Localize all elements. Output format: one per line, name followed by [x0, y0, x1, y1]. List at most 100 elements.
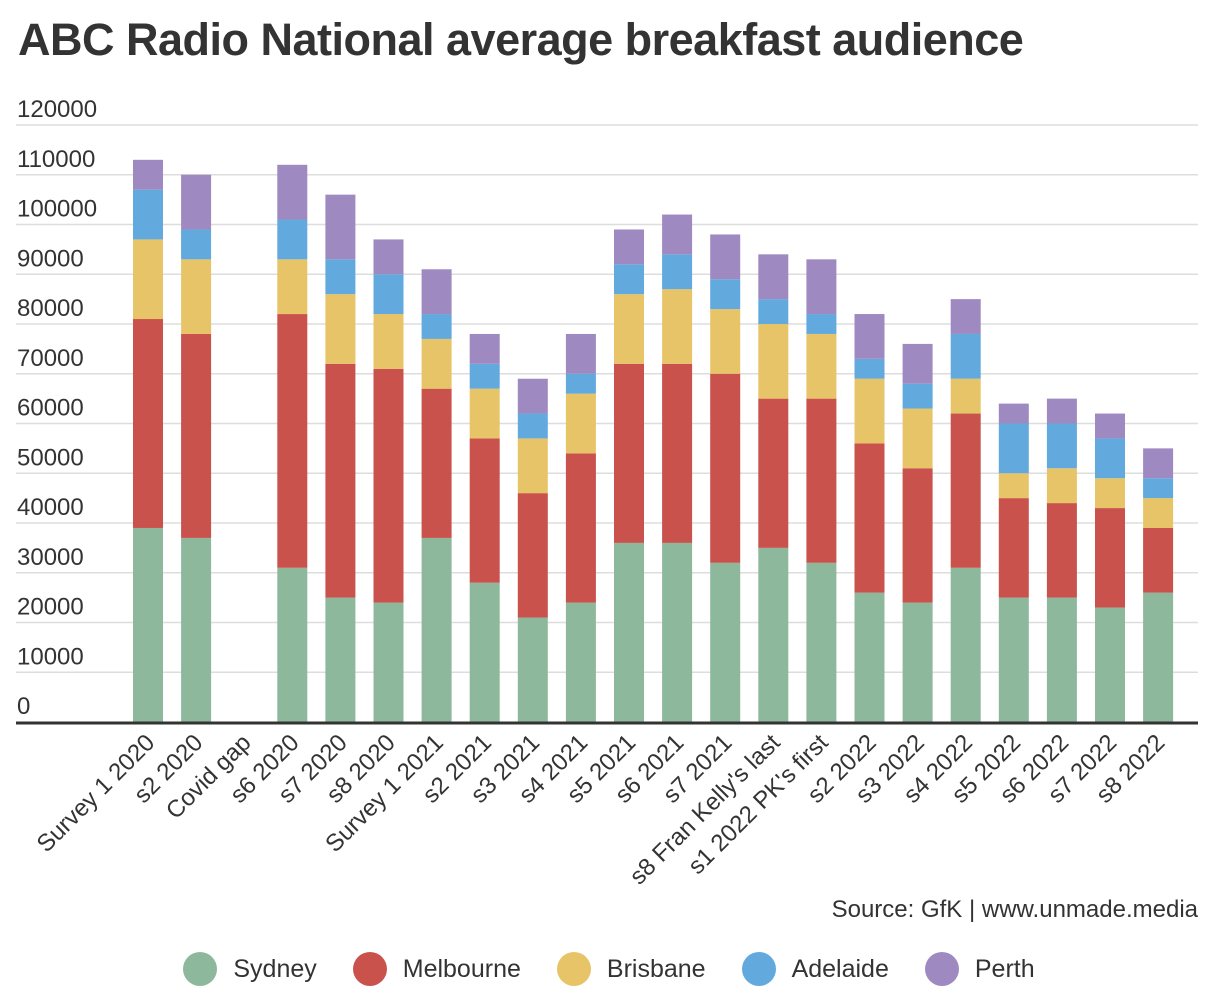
y-tick-label: 30000	[17, 544, 84, 571]
bar-melbourne-13	[758, 398, 789, 548]
bar-sydney-5	[373, 602, 404, 722]
bar-adelaide-21	[1143, 478, 1174, 499]
bar-sydney-19	[1046, 597, 1077, 722]
bar-melbourne-11	[662, 363, 693, 543]
bar-perth-11	[662, 214, 693, 255]
bar-adelaide-19	[1046, 423, 1077, 469]
bar-melbourne-18	[998, 498, 1029, 598]
bar-brisbane-6	[421, 338, 452, 389]
bar-melbourne-4	[325, 363, 356, 598]
bar-adelaide-13	[758, 299, 789, 324]
bar-perth-12	[710, 234, 741, 280]
bar-adelaide-20	[1095, 438, 1125, 479]
bar-perth-0	[133, 159, 163, 190]
bar-perth-19	[1046, 398, 1077, 424]
bar-brisbane-9	[565, 393, 596, 454]
bar-perth-14	[806, 259, 837, 315]
bar-sydney-1	[181, 537, 212, 722]
bar-melbourne-7	[469, 438, 500, 583]
bar-melbourne-5	[373, 368, 404, 603]
bar-sydney-12	[710, 562, 741, 722]
bar-melbourne-14	[806, 398, 837, 563]
bar-sydney-13	[758, 547, 789, 722]
y-tick-label: 100000	[17, 196, 97, 223]
bar-brisbane-1	[181, 259, 212, 334]
bar-brisbane-21	[1143, 498, 1174, 528]
bar-melbourne-20	[1095, 508, 1125, 608]
bar-sydney-18	[998, 597, 1029, 722]
legend-label: Adelaide	[791, 954, 889, 983]
legend-item-adelaide: Adelaide	[741, 952, 889, 986]
bar-sydney-17	[950, 567, 981, 722]
bar-adelaide-17	[950, 333, 981, 379]
legend-swatch	[924, 952, 959, 986]
bar-melbourne-9	[565, 453, 596, 603]
bar-brisbane-3	[277, 259, 308, 315]
bar-sydney-11	[662, 542, 693, 722]
y-tick-label: 40000	[17, 494, 84, 521]
bar-adelaide-6	[421, 314, 452, 339]
legend-item-sydney: Sydney	[183, 952, 317, 986]
bar-brisbane-8	[517, 438, 548, 494]
bar-perth-16	[902, 343, 933, 384]
bar-sydney-16	[902, 602, 933, 722]
bar-brisbane-16	[902, 408, 933, 469]
bar-perth-10	[614, 229, 644, 265]
y-tick-label: 80000	[17, 295, 84, 322]
bar-sydney-10	[614, 542, 644, 722]
legend: Sydney Melbourne Brisbane Adelaide Perth	[0, 952, 1218, 986]
y-tick-label: 50000	[17, 444, 84, 471]
bar-melbourne-8	[517, 493, 548, 618]
bar-melbourne-6	[421, 388, 452, 538]
bar-perth-8	[517, 378, 548, 414]
bar-perth-6	[421, 269, 452, 315]
legend-swatch	[741, 952, 776, 986]
bar-sydney-6	[421, 537, 452, 722]
bar-adelaide-7	[469, 363, 500, 389]
bar-brisbane-19	[1046, 468, 1077, 504]
bar-brisbane-7	[469, 388, 500, 439]
bar-brisbane-5	[373, 314, 404, 369]
bar-melbourne-3	[277, 314, 308, 568]
source-note: Source: GfK | www.unmade.media	[831, 896, 1198, 923]
bar-sydney-8	[517, 617, 548, 722]
bar-adelaide-10	[614, 264, 644, 295]
bar-sydney-9	[565, 602, 596, 722]
bar-melbourne-10	[614, 363, 644, 543]
y-tick-label: 90000	[17, 245, 84, 272]
bar-perth-5	[373, 239, 404, 275]
bar-perth-9	[565, 333, 596, 374]
bar-melbourne-17	[950, 413, 981, 568]
grid-lines	[16, 124, 1198, 673]
bar-sydney-4	[325, 597, 356, 722]
bar-perth-1	[181, 174, 212, 230]
bar-perth-21	[1143, 448, 1174, 479]
bars	[133, 159, 1174, 722]
bar-adelaide-15	[854, 358, 885, 379]
stacked-bar-chart: 0 10000 20000 30000 40000 50000 60000 70000 8000…	[16, 96, 1198, 890]
bar-brisbane-11	[662, 289, 693, 364]
bar-adelaide-12	[710, 279, 741, 310]
bar-brisbane-4	[325, 294, 356, 364]
bar-brisbane-10	[614, 294, 644, 364]
legend-item-melbourne: Melbourne	[352, 952, 521, 986]
bar-brisbane-15	[854, 378, 885, 444]
legend-label: Perth	[974, 954, 1035, 983]
bar-melbourne-12	[710, 373, 741, 563]
bar-perth-3	[277, 164, 308, 220]
y-tick-label: 110000	[17, 146, 95, 173]
legend-item-perth: Perth	[924, 952, 1035, 986]
bar-adelaide-3	[277, 219, 308, 260]
bar-adelaide-4	[325, 259, 356, 295]
bar-perth-18	[998, 403, 1029, 424]
bar-adelaide-0	[133, 189, 163, 240]
y-axis-tick-labels: 0 10000 20000 30000 40000 50000 60000 70000 8000…	[17, 96, 97, 720]
bar-perth-15	[854, 314, 885, 359]
bar-brisbane-20	[1095, 478, 1125, 509]
y-tick-label: 120000	[17, 96, 97, 123]
bar-melbourne-1	[181, 333, 212, 538]
bar-melbourne-16	[902, 468, 933, 603]
bar-sydney-3	[277, 567, 308, 722]
bar-adelaide-18	[998, 423, 1029, 474]
